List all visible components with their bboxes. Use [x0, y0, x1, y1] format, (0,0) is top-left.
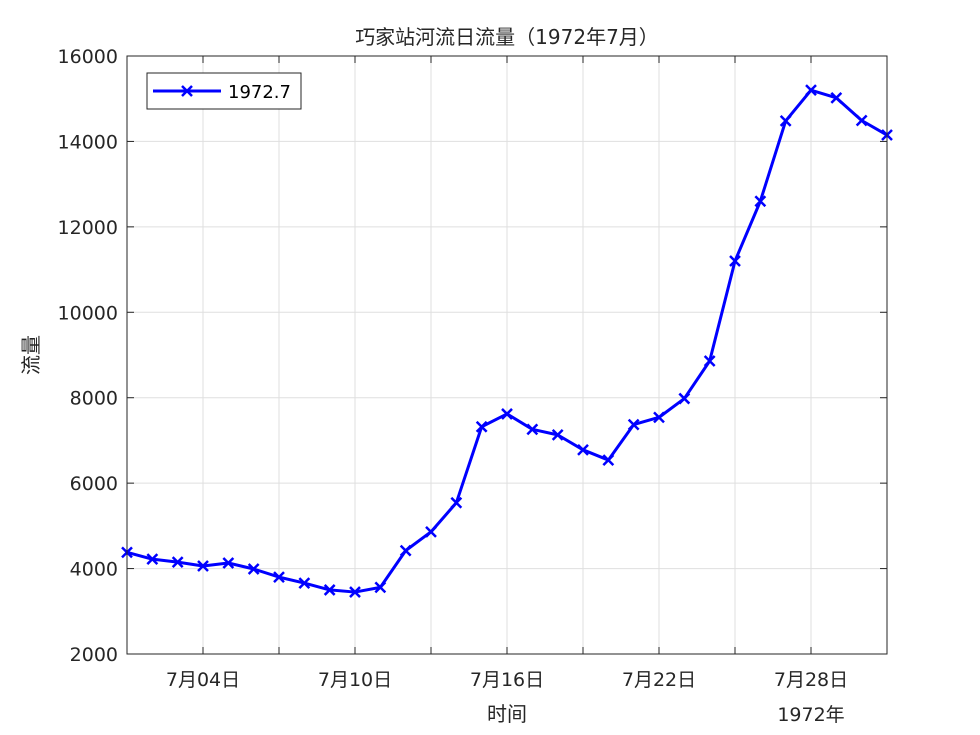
legend-marker — [181, 85, 193, 97]
y-tick-label: 12000 — [58, 217, 118, 239]
chart-title: 巧家站河流日流量（1972年7月） — [355, 25, 659, 49]
data-point — [146, 553, 159, 566]
y-tick-label: 14000 — [58, 131, 118, 153]
x-tick-label: 7月10日 — [318, 669, 392, 691]
data-point — [830, 91, 843, 104]
gridlines — [127, 56, 887, 654]
data-point — [273, 571, 285, 583]
y-tick-label: 16000 — [58, 46, 118, 68]
data-point — [855, 114, 868, 127]
data-point — [779, 115, 792, 127]
tick-labels: 2000 4000 6000 8000 10000 12000 14000 16000 7月04… — [58, 46, 849, 691]
x-tick-label: 7月16日 — [470, 669, 544, 691]
data-point — [222, 557, 235, 569]
data-point — [678, 392, 691, 405]
data-point — [197, 560, 209, 572]
x-axis-year-label: 1972年 — [777, 704, 844, 726]
data-point — [298, 577, 311, 589]
data-point — [627, 418, 640, 431]
y-tick-label: 2000 — [70, 644, 118, 666]
data-point — [323, 584, 336, 596]
data-point — [374, 581, 387, 594]
y-tick-label: 6000 — [70, 473, 118, 495]
data-point — [526, 423, 539, 436]
data-point — [399, 544, 412, 557]
data-point — [425, 525, 437, 538]
data-point — [729, 255, 741, 267]
data-point — [450, 496, 463, 509]
data-point — [577, 443, 589, 456]
data-point — [171, 556, 184, 569]
x-tick-label: 7月04日 — [166, 669, 240, 691]
data-point — [501, 408, 513, 420]
data-point — [703, 355, 716, 367]
y-tick-label: 10000 — [58, 302, 118, 324]
x-tick-label: 7月22日 — [622, 669, 696, 691]
data-point — [602, 454, 615, 466]
legend: 1972.7 — [146, 72, 302, 110]
data-point — [754, 195, 767, 208]
data-point — [551, 428, 564, 441]
legend-entry-label: 1972.7 — [228, 82, 291, 103]
x-axis-title: 时间 — [487, 702, 527, 726]
data-point — [805, 84, 817, 97]
data-point — [653, 411, 665, 424]
data-point — [349, 586, 361, 598]
y-tick-label: 8000 — [70, 388, 118, 410]
tick-marks — [127, 55, 887, 655]
data-point — [475, 420, 488, 433]
data-point — [247, 563, 260, 575]
y-axis-title: 流量 — [19, 335, 43, 375]
y-tick-label: 4000 — [70, 559, 118, 581]
x-tick-label: 7月28日 — [774, 669, 848, 691]
